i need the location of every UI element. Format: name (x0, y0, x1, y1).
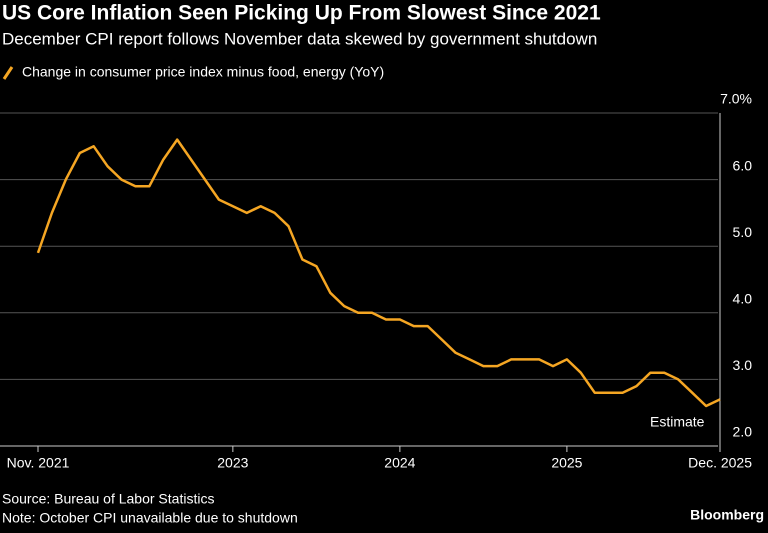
x-tick-label: 2024 (384, 455, 415, 471)
y-tick-label: 6.0 (733, 157, 753, 173)
legend-label: Change in consumer price index minus foo… (22, 64, 384, 80)
y-tick-label: 5.0 (733, 224, 753, 240)
y-tick-label: 4.0 (733, 291, 753, 307)
x-tick-label: Dec. 2025 (688, 455, 752, 471)
x-tick-label: 2025 (551, 455, 582, 471)
legend-swatch (2, 66, 14, 80)
chart-subtitle: December CPI report follows November dat… (2, 29, 597, 48)
x-tick-label: 2023 (217, 455, 248, 471)
x-tick-label: Nov. 2021 (7, 455, 70, 471)
y-tick-label: 3.0 (733, 357, 753, 373)
annotation: Estimate (650, 414, 705, 430)
series-line (36, 138, 721, 408)
note: Note: October CPI unavailable due to shu… (2, 510, 298, 526)
chart-title: US Core Inflation Seen Picking Up From S… (2, 2, 601, 25)
y-tick-label: 7.0% (720, 91, 752, 107)
brand: Bloomberg (690, 507, 764, 523)
y-tick-label: 2.0 (733, 424, 753, 440)
source: Source: Bureau of Labor Statistics (2, 491, 214, 507)
